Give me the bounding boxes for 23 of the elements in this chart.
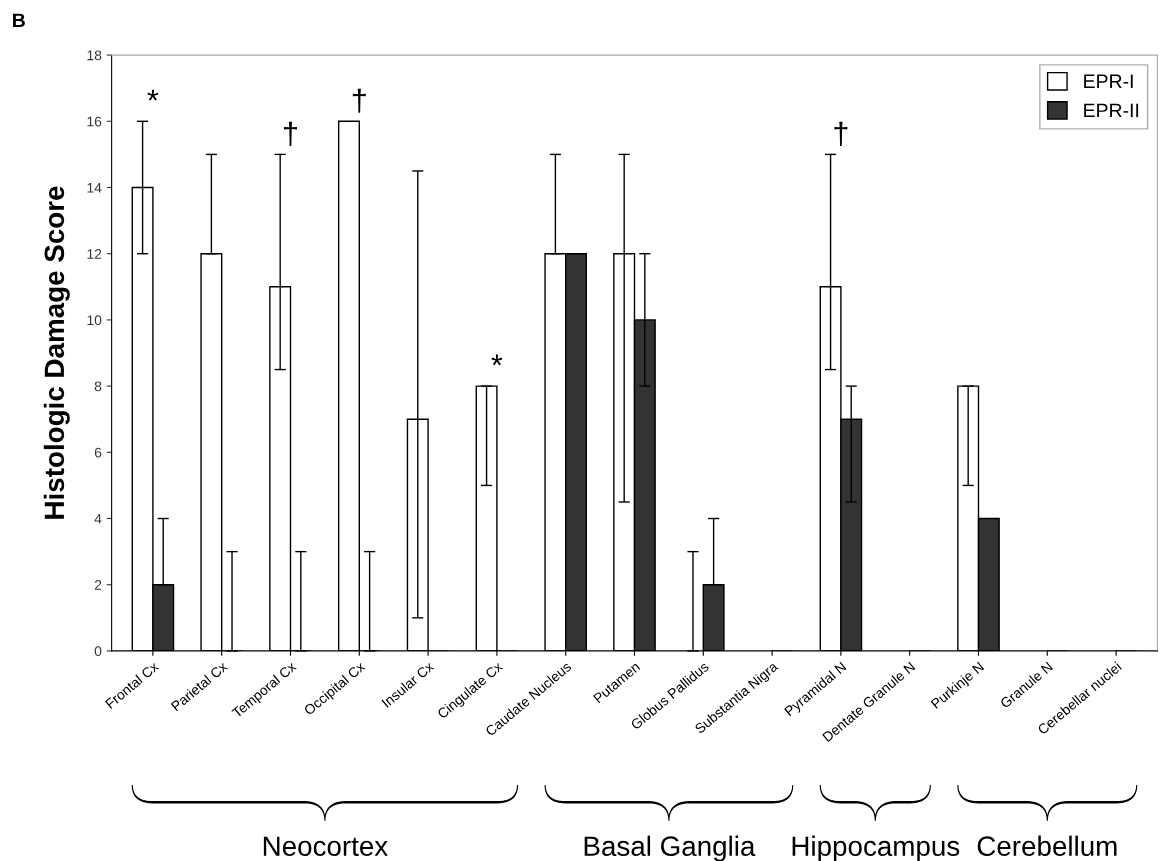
annotation: † [284,121,297,146]
y-tick-label: 2 [94,580,102,590]
legend-label: EPR-II [1084,103,1139,118]
y-tick-label: 16 [87,116,102,127]
text: Cerebellum [977,835,1117,857]
annotation: * [147,89,159,101]
text: Neocortex [263,836,388,857]
y-tick-label: 6 [94,447,102,458]
y-axis-title: Histologic Damage Score [43,186,70,519]
y-tick-label: 12 [87,249,102,259]
text: B [13,13,25,28]
text: Basal Ganglia [584,835,756,861]
legend-label: EPR-I [1084,74,1133,88]
y-tick-label: 14 [87,182,102,193]
annotation: † [352,88,366,113]
y-tick-label: 8 [94,381,102,392]
annotation: * [491,354,503,366]
text: Hippocampus [792,835,960,861]
y-tick-label: 4 [94,513,102,524]
y-tick-label: 10 [87,315,102,326]
y-tick-label: 18 [87,50,102,61]
annotation: † [834,121,848,146]
y-tick-label: 0 [94,646,102,657]
